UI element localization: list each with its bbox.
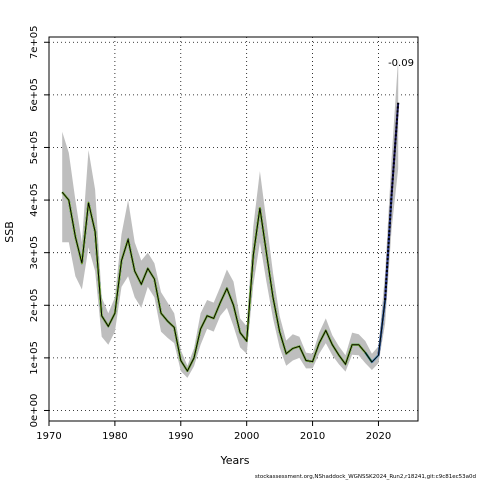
y-tick-label: 2e+05 [29,288,40,322]
y-tick-label: 4e+05 [29,183,40,217]
grid-lines [48,37,418,421]
x-tick-label: 2010 [300,431,325,442]
y-tick-label: 3e+05 [29,236,40,270]
retro-line [61,191,367,372]
series-line-projection [384,102,400,301]
y-tick-label: 5e+05 [29,131,40,165]
retro-line [61,191,373,372]
x-tick-label: 1980 [102,431,127,442]
y-tick-label: 1e+05 [29,341,40,375]
footer-note: stockassessment.org,NShaddock_WGNSSK2024… [255,474,476,480]
y-tick-label: 7e+05 [29,25,40,59]
x-tick-label: 1970 [36,431,61,442]
plot-frame [48,36,419,422]
rho-label: -0.09 [388,58,414,69]
x-tick-label: 2000 [234,431,259,442]
x-axis: 1970 1980 1990 2000 2010 2020 [36,421,391,442]
y-axis-title: SSB [3,221,16,243]
x-tick-label: 1990 [168,431,193,442]
y-axis: 0e+00 1e+05 2e+05 3e+05 4e+05 5e+05 6e+05 7e+05 [29,25,49,427]
y-tick-label: 0e+00 [29,394,40,428]
confidence-band [62,58,399,378]
x-axis-title: Years [219,454,249,467]
series-line [61,191,386,373]
series-lines [61,102,400,373]
y-tick-label: 6e+05 [29,78,40,112]
x-tick-label: 2020 [366,431,391,442]
